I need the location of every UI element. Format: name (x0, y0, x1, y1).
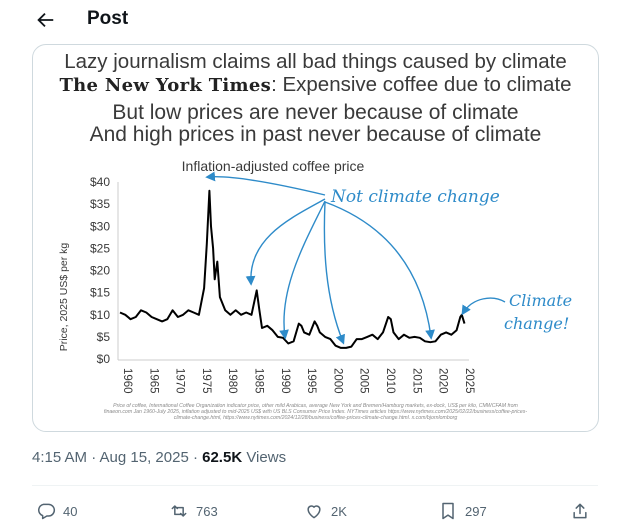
x-tick-label: 2000 (331, 368, 343, 394)
climate-annotation-line1: Climate (509, 291, 572, 310)
page-title: Post (87, 8, 129, 29)
headline-2: The New York Times: Expensive coffee due… (33, 73, 598, 97)
x-tick-label: 1960 (121, 368, 133, 394)
x-tick-label: 2015 (410, 368, 422, 394)
x-tick-label: 2010 (384, 368, 396, 394)
reply-count: 40 (63, 503, 78, 519)
chart-title: Inflation-adjusted coffee price (182, 158, 365, 174)
post-timestamp[interactable]: 4:15 AM · Aug 15, 2025 · (32, 449, 203, 466)
not-climate-annotation: Not climate change (330, 187, 500, 207)
x-tick-label: 1965 (147, 368, 159, 394)
y-tick-label: $25 (90, 241, 110, 255)
like-button[interactable]: 2K (304, 500, 347, 522)
y-tick-label: $35 (90, 197, 110, 211)
x-tick-label: 2025 (463, 368, 475, 394)
arrow-2019 (324, 201, 435, 340)
repost-count: 763 (196, 503, 218, 519)
annotations: Not climate change Climate change! (205, 171, 572, 345)
headline-4: And high prices in past never because of… (89, 123, 542, 146)
repost-button[interactable]: 763 (169, 500, 218, 522)
bookmark-icon (442, 502, 454, 520)
footnote-line: climate-change.html, https://www.nytimes… (173, 415, 458, 421)
like-count: 2K (331, 503, 347, 519)
nyt-logo-text: The New York Times (59, 75, 272, 96)
views-label: Views (242, 449, 287, 466)
y-tick-label: $30 (90, 219, 110, 233)
headline-1: Lazy journalism claims all bad things ca… (64, 50, 567, 73)
y-tick-label: $5 (97, 330, 111, 344)
arrow-2025 (461, 297, 506, 316)
y-tick-label: $10 (90, 308, 110, 322)
reply-button[interactable]: 40 (36, 500, 77, 522)
arrow-1977 (205, 171, 326, 196)
post-header: Post (0, 0, 617, 40)
x-tick-label: 1980 (226, 368, 238, 394)
repost-icon (171, 505, 187, 517)
footnote-line: finaeon.com Jan 1960-July 2025, inflatio… (103, 409, 528, 415)
y-axis-label: Price, 2025 US$ per kg (58, 243, 70, 352)
y-tick-label: $15 (90, 286, 110, 300)
bookmark-button[interactable]: 297 (438, 500, 487, 522)
bookmark-count: 297 (465, 503, 487, 519)
post-image[interactable]: Lazy journalism claims all bad things ca… (32, 44, 599, 432)
y-tick-label: $0 (97, 352, 111, 366)
climate-annotation-line2: change! (504, 314, 569, 333)
chart-footnote: Price of coffee, International Coffee Or… (33, 403, 598, 421)
x-tick-label: 2005 (358, 368, 370, 394)
reply-icon (38, 503, 56, 520)
share-button[interactable] (570, 500, 597, 522)
coffee-price-chart: Inflation-adjusted coffee price Price, 2… (58, 158, 572, 394)
arrow-1986 (245, 198, 326, 286)
post-meta: 4:15 AM · Aug 15, 2025 · 62.5K Views (32, 449, 286, 466)
x-tick-label: 1985 (252, 368, 264, 394)
y-tick-label: $20 (90, 264, 110, 278)
series-line (119, 189, 466, 349)
share-icon (573, 503, 587, 519)
x-tick-label: 1990 (279, 368, 291, 394)
headline-2-text: : Expensive coffee due to climate (271, 73, 572, 96)
headline-3: But low prices are never because of clim… (112, 101, 519, 124)
heart-icon (307, 505, 321, 519)
x-tick-label: 1970 (174, 368, 186, 394)
x-tick-label: 1995 (305, 368, 317, 394)
arrow-1992 (279, 200, 326, 340)
footnote-line: Price of coffee, International Coffee Or… (113, 403, 518, 409)
divider (32, 485, 598, 486)
x-tick-label: 2020 (437, 368, 449, 394)
x-tick-label: 1975 (200, 368, 212, 394)
y-tick-label: $40 (90, 175, 110, 189)
arrow-2003 (323, 201, 345, 345)
back-arrow-icon[interactable] (34, 9, 56, 31)
view-count: 62.5K (202, 449, 243, 466)
